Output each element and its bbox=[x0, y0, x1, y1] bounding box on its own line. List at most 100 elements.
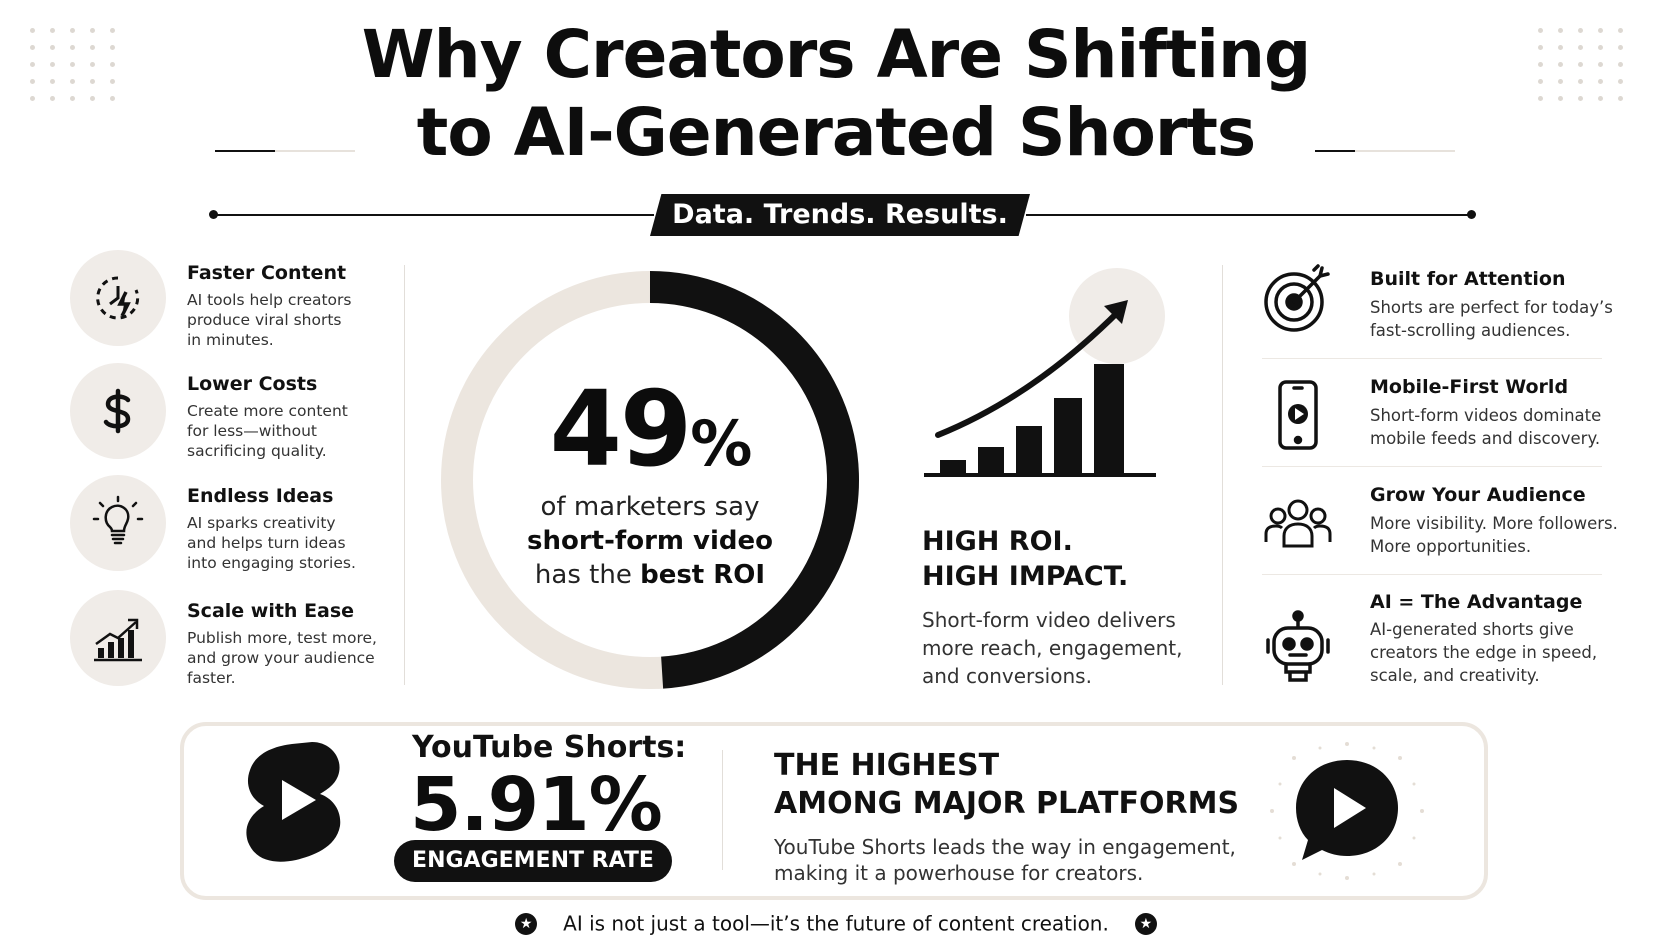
feature-desc-line: into engaging stories. bbox=[187, 554, 356, 572]
footer-text: AI is not just a tool—it’s the future of… bbox=[563, 911, 1109, 936]
feature-desc: Create more content for less—without sac… bbox=[187, 401, 348, 461]
feature-desc-line: AI-generated shorts give bbox=[1370, 620, 1574, 639]
donut-caption: of marketers say short-form video has th… bbox=[480, 490, 820, 592]
feature-desc-line: and grow your audience bbox=[187, 649, 375, 667]
dollar-icon bbox=[103, 388, 131, 434]
growth-bar bbox=[1016, 426, 1042, 474]
trend-arrowhead bbox=[1104, 300, 1128, 324]
growth-bar bbox=[1094, 364, 1124, 474]
star-badge-icon: ★ bbox=[1134, 912, 1157, 935]
stat-49-percent: 49% bbox=[540, 368, 760, 490]
stat-number: 49 bbox=[549, 368, 693, 490]
title-dash-right-light bbox=[1355, 150, 1455, 152]
feature-icon-badge bbox=[70, 363, 166, 459]
roi-title-line: HIGH IMPACT. bbox=[922, 561, 1129, 592]
trend-arrow bbox=[935, 307, 1123, 438]
youtube-shorts-logo-icon bbox=[246, 742, 341, 862]
feature-desc: AI tools help creators produce viral sho… bbox=[187, 290, 351, 350]
feature-desc-line: More visibility. More followers. bbox=[1370, 514, 1618, 533]
feature-icon-badge bbox=[70, 250, 166, 346]
feature-desc-line: Publish more, test more, bbox=[187, 629, 377, 647]
ribbon-dot-right bbox=[1467, 210, 1476, 219]
feature-icon-badge bbox=[70, 475, 166, 571]
roi-desc-line: more reach, engagement, bbox=[922, 636, 1183, 660]
feature-title: Built for Attention bbox=[1370, 268, 1566, 290]
robot-icon bbox=[1266, 610, 1330, 682]
feature-desc-line: AI sparks creativity bbox=[187, 514, 336, 532]
roi-desc-line: Short-form video delivers bbox=[922, 608, 1176, 632]
footer-tagline: ★ AI is not just a tool—it’s the future o… bbox=[0, 910, 1672, 936]
feature-desc-line: faster. bbox=[187, 669, 236, 687]
roi-desc-line: and conversions. bbox=[922, 664, 1092, 688]
feature-desc-line: produce viral shorts bbox=[187, 311, 342, 329]
feature-desc: AI sparks creativity and helps turn idea… bbox=[187, 513, 356, 573]
subtitle-ribbon: Data. Trends. Results. bbox=[650, 194, 1030, 236]
decor-dots-right bbox=[1538, 28, 1626, 101]
highest-title-line: THE HIGHEST bbox=[774, 748, 1000, 783]
lightbulb-icon bbox=[92, 495, 144, 545]
growth-chart-icon bbox=[94, 618, 142, 662]
highest-desc-line: making it a powerhouse for creators. bbox=[774, 861, 1144, 885]
page-title-line1: Why Creators Are Shifting bbox=[361, 16, 1311, 93]
feature-desc-line: More opportunities. bbox=[1370, 537, 1532, 556]
highest-title-line: AMONG MAJOR PLATFORMS bbox=[774, 786, 1240, 821]
feature-desc-line: Shorts are perfect for today’s bbox=[1370, 298, 1613, 317]
donut-caption-line: has the bbox=[534, 560, 641, 590]
card-divider bbox=[722, 750, 723, 870]
feature-separator bbox=[1262, 574, 1602, 575]
donut-caption-bold: best ROI bbox=[640, 560, 766, 590]
divider-left bbox=[404, 265, 405, 685]
growth-bar bbox=[940, 460, 966, 474]
donut-caption-line: of marketers say bbox=[540, 492, 760, 522]
smartphone-play-icon bbox=[1278, 380, 1318, 450]
page-title-line2: to AI-Generated Shorts bbox=[416, 94, 1256, 171]
feature-desc: Shorts are perfect for today’s fast-scro… bbox=[1370, 296, 1613, 342]
feature-separator bbox=[1262, 358, 1602, 359]
growth-baseline bbox=[924, 473, 1156, 477]
feature-desc-line: in minutes. bbox=[187, 331, 274, 349]
engagement-rate-value: 5.91% bbox=[410, 762, 663, 848]
play-bubble-icon bbox=[1270, 742, 1424, 880]
feature-desc-line: and helps turn ideas bbox=[187, 534, 346, 552]
feature-icon-badge bbox=[70, 590, 166, 686]
right-feature-list: Built for Attention Shorts are perfect f… bbox=[1262, 258, 1622, 708]
ribbon-rule-right bbox=[1026, 214, 1472, 216]
feature-title: Lower Costs bbox=[187, 373, 318, 395]
feature-desc-line: AI tools help creators bbox=[187, 291, 352, 309]
roi-title-line: HIGH ROI. bbox=[922, 526, 1073, 557]
highest-desc-line: YouTube Shorts leads the way in engageme… bbox=[774, 835, 1236, 859]
clock-bolt-icon bbox=[96, 276, 140, 320]
feature-desc: Publish more, test more, and grow your a… bbox=[187, 628, 377, 688]
feature-title: Endless Ideas bbox=[187, 485, 334, 507]
title-dash-right bbox=[1315, 150, 1355, 152]
roi-desc: Short-form video delivers more reach, en… bbox=[922, 606, 1183, 690]
title-dash-left bbox=[215, 150, 275, 152]
feature-desc: AI-generated shorts give creators the ed… bbox=[1370, 618, 1597, 687]
feature-desc-line: Short-form videos dominate bbox=[1370, 406, 1602, 425]
platform-label: YouTube Shorts: bbox=[412, 730, 687, 765]
feature-desc-line: mobile feeds and discovery. bbox=[1370, 429, 1601, 448]
feature-title: Scale with Ease bbox=[187, 600, 355, 622]
feature-title: Faster Content bbox=[187, 262, 347, 284]
roi-growth-graphic bbox=[924, 268, 1165, 477]
donut-chart bbox=[441, 271, 859, 689]
feature-desc: Short-form videos dominate mobile feeds … bbox=[1370, 404, 1601, 450]
star-badge-icon: ★ bbox=[515, 912, 538, 935]
donut-caption-bold: short-form video bbox=[527, 526, 773, 556]
growth-bar bbox=[1054, 398, 1082, 474]
growth-bar bbox=[978, 447, 1004, 474]
left-feature-list: Faster Content AI tools help creators pr… bbox=[70, 250, 390, 690]
engagement-rate-pill: ENGAGEMENT RATE bbox=[394, 840, 672, 882]
feature-desc: More visibility. More followers. More op… bbox=[1370, 512, 1618, 558]
feature-desc-line: Create more content bbox=[187, 402, 348, 420]
people-group-icon bbox=[1264, 499, 1332, 548]
feature-title: Grow Your Audience bbox=[1370, 484, 1586, 506]
sparkle-burst bbox=[1270, 742, 1424, 880]
highest-desc: YouTube Shorts leads the way in engageme… bbox=[774, 834, 1236, 886]
divider-right bbox=[1222, 265, 1223, 685]
feature-desc-line: sacrificing quality. bbox=[187, 442, 327, 460]
ribbon-rule-left bbox=[214, 214, 654, 216]
feature-desc-line: for less—without bbox=[187, 422, 318, 440]
feature-desc-line: scale, and creativity. bbox=[1370, 666, 1540, 685]
feature-desc-line: fast-scrolling audiences. bbox=[1370, 321, 1571, 340]
